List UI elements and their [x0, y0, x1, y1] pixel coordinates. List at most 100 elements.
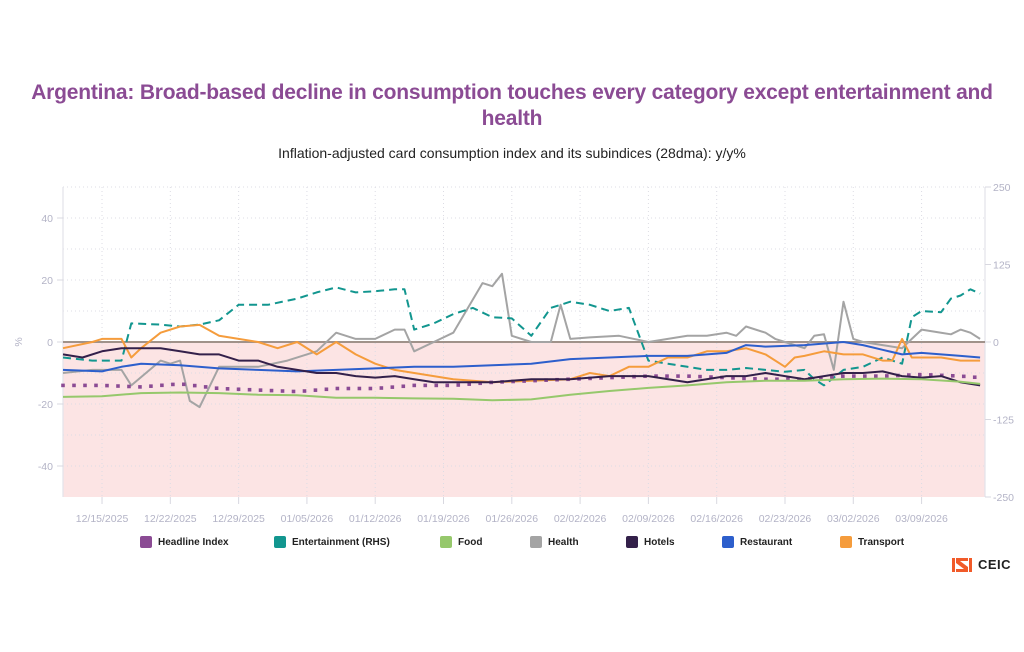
headline-dot [665, 374, 669, 378]
legend-swatch [722, 536, 734, 548]
headline-dot [401, 384, 406, 389]
headline-dot [324, 387, 329, 392]
headline-dot [819, 376, 823, 380]
headline-dot [236, 387, 241, 392]
x-tick-label: 02/02/2026 [554, 513, 607, 525]
legend-item[interactable]: Food [440, 536, 482, 548]
x-tick-label: 12/15/2025 [76, 513, 129, 525]
series-hotels [62, 347, 981, 387]
ceic-logo-text: CEIC [978, 557, 1012, 572]
legend-swatch [274, 536, 286, 548]
headline-dot [412, 383, 417, 388]
headline-dot [335, 386, 340, 391]
legend-label: Restaurant [740, 536, 793, 548]
legend: Headline Index Entertainment (RHS) Food Hea… [0, 536, 1024, 552]
headline-dot [533, 378, 537, 383]
x-tick-label: 01/05/2026 [281, 513, 334, 525]
headline-dot [786, 377, 790, 381]
negative-region-shade [63, 342, 985, 497]
headline-dot [313, 388, 318, 392]
headline-dot [972, 375, 977, 380]
legend-item[interactable]: Health [530, 536, 579, 548]
legend-item[interactable]: Hotels [626, 536, 675, 548]
headline-dot [61, 383, 65, 388]
headline-dot [654, 374, 658, 378]
headline-dot [522, 379, 526, 383]
headline-dot [918, 372, 922, 377]
x-tick-label: 02/23/2026 [759, 513, 812, 525]
series-group [61, 272, 981, 409]
headline-dot [171, 382, 175, 387]
y-tick-label-right: 125 [993, 260, 1011, 272]
headline-dot [885, 374, 889, 378]
headline-dot [742, 376, 746, 381]
headline-dot [368, 386, 373, 391]
x-tick-label: 01/12/2026 [349, 513, 402, 525]
headline-dot [379, 386, 384, 390]
headline-dot [874, 374, 878, 378]
headline-dot [709, 375, 713, 379]
series-transport [62, 323, 981, 384]
headline-dot [203, 385, 208, 389]
headline-dot [423, 383, 428, 388]
headline-dot [182, 382, 186, 387]
x-tick-label: 02/09/2026 [622, 513, 675, 525]
legend-swatch [140, 536, 152, 548]
headline-dot [214, 386, 219, 391]
chart-title: Argentina: Broad-based decline in consum… [31, 81, 993, 130]
x-tick-label: 02/16/2026 [690, 513, 743, 525]
y-tick-label-left: -20 [38, 399, 53, 411]
headline-dot [138, 385, 142, 389]
headline-dot [467, 382, 472, 386]
legend-item[interactable]: Entertainment (RHS) [274, 536, 390, 548]
ceic-logo-icon [952, 557, 972, 572]
series-entertainment-rhs [62, 286, 981, 387]
headline-dot [687, 374, 691, 378]
headline-dot [127, 384, 131, 389]
y-tick-label-right: -125 [993, 415, 1014, 427]
series-food [62, 377, 981, 402]
x-tick-label: 03/02/2026 [827, 513, 880, 525]
headline-dot [961, 374, 966, 379]
legend-item[interactable]: Headline Index [140, 536, 229, 548]
legend-label: Entertainment (RHS) [292, 536, 390, 548]
headline-dot [434, 383, 439, 388]
x-tick-label: 01/19/2026 [417, 513, 470, 525]
chart-subtitle: Inflation-adjusted card consumption inde… [278, 145, 746, 161]
headline-dot [764, 377, 768, 381]
headline-dot [105, 383, 109, 388]
x-tick-label: 03/09/2026 [895, 513, 948, 525]
series-health [62, 272, 981, 409]
headline-dot [390, 385, 395, 389]
headline-dot [698, 374, 702, 379]
legend-swatch [626, 536, 638, 548]
headline-dot [753, 376, 757, 381]
headline-dot [258, 388, 263, 392]
y-tick-label-left: -40 [38, 461, 53, 473]
y-tick-label-left: 40 [41, 213, 53, 225]
headline-dot [599, 376, 603, 380]
legend-label: Health [548, 536, 579, 548]
headline-dot [621, 375, 625, 379]
headline-dot [116, 384, 120, 388]
legend-item[interactable]: Restaurant [722, 536, 792, 548]
headline-dot [291, 389, 296, 394]
legend-label: Transport [858, 536, 905, 548]
headline-dot [841, 374, 845, 378]
series-restaurant [62, 341, 981, 373]
headline-dot [280, 389, 285, 393]
grid [63, 186, 985, 497]
legend-item[interactable]: Transport [840, 536, 904, 548]
y-tick-label-right: 250 [993, 182, 1011, 194]
headline-dot [445, 383, 450, 388]
headline-dot [610, 375, 614, 380]
legend-swatch [530, 536, 542, 548]
headline-dot [247, 387, 252, 392]
headline-dot [863, 374, 867, 378]
headline-dot [830, 375, 834, 379]
legend-swatch [440, 536, 452, 548]
headline-dot [928, 373, 933, 377]
headline-dot [160, 383, 164, 388]
x-tick-label: 12/22/2025 [144, 513, 197, 525]
headline-dot [302, 389, 307, 393]
